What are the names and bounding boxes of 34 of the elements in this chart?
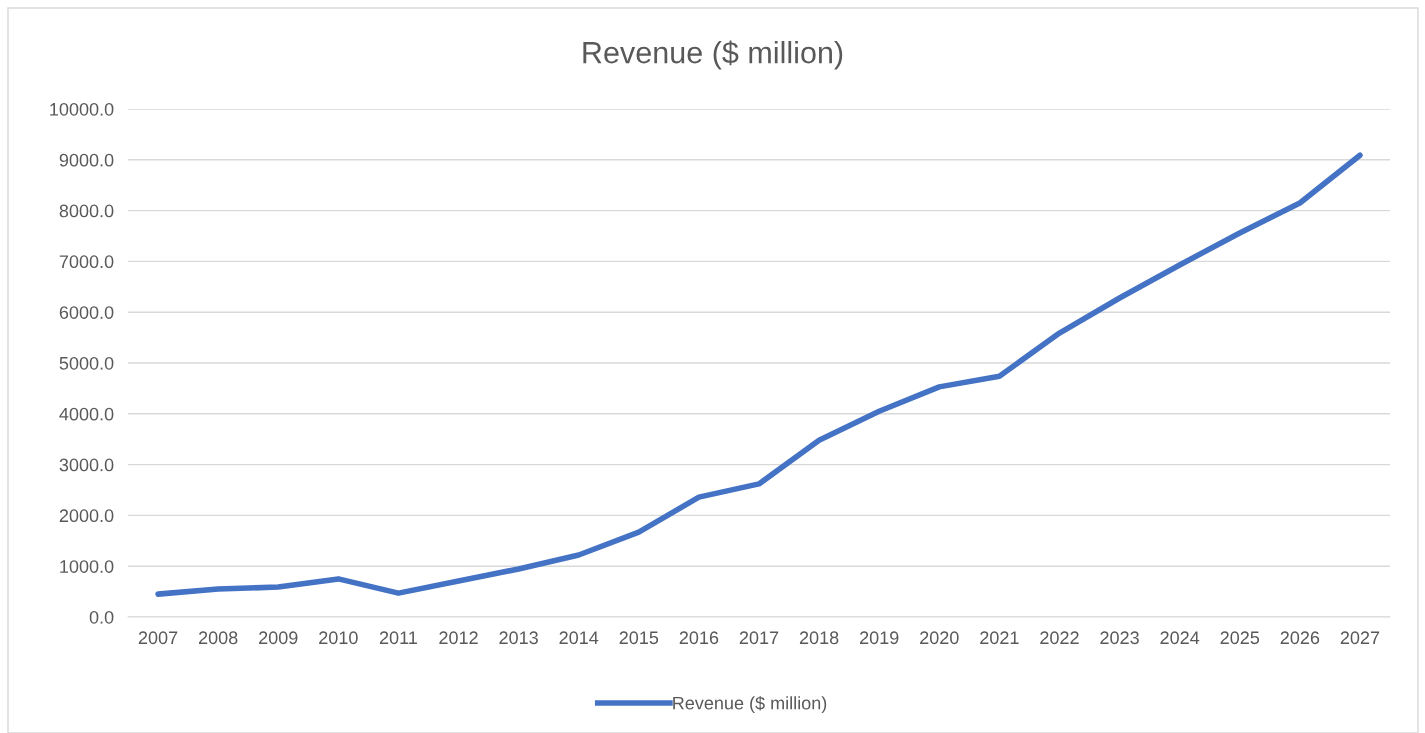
y-tick-label: 2000.0 [59, 509, 114, 523]
y-tick-label: 4000.0 [59, 407, 114, 421]
x-tick-label: 2024 [1160, 631, 1200, 645]
y-tick-label: 7000.0 [59, 255, 114, 269]
x-tick-label: 2026 [1280, 631, 1320, 645]
x-tick-label: 2007 [138, 631, 178, 645]
y-tick-label: 10000.0 [50, 102, 114, 116]
x-tick-label: 2021 [980, 631, 1019, 645]
x-tick-label: 2027 [1340, 631, 1380, 645]
x-tick-label: 2018 [799, 631, 839, 645]
y-tick-label: 0.0 [89, 610, 114, 624]
y-tick-label: 6000.0 [59, 306, 114, 319]
x-tick-label: 2019 [860, 631, 899, 645]
x-tick-label: 2013 [499, 631, 538, 645]
x-tick-label: 2017 [739, 631, 779, 645]
x-tick-label: 2008 [198, 631, 238, 645]
legend-label: Revenue ($ million) [673, 695, 827, 714]
x-tick-label: 2010 [319, 631, 358, 645]
x-tick-label: 2016 [679, 631, 719, 645]
x-tick-label: 2025 [1220, 631, 1260, 645]
x-tick-label: 2020 [920, 631, 959, 645]
chart-title: Revenue ($ million) [583, 40, 843, 70]
y-tick-label: 9000.0 [59, 153, 114, 167]
x-tick-label: 2022 [1040, 631, 1079, 645]
x-tick-label: 2014 [559, 631, 599, 645]
y-tick-label: 1000.0 [60, 560, 114, 573]
x-tick-label: 2012 [439, 631, 478, 645]
y-tick-label: 5000.0 [59, 356, 114, 370]
x-tick-label: 2009 [259, 631, 298, 645]
x-tick-label: 2023 [1100, 631, 1139, 645]
y-tick-label: 8000.0 [59, 204, 114, 218]
x-tick-label: 2011 [379, 631, 417, 645]
y-tick-label: 3000.0 [59, 458, 114, 472]
x-tick-label: 2015 [619, 631, 659, 645]
